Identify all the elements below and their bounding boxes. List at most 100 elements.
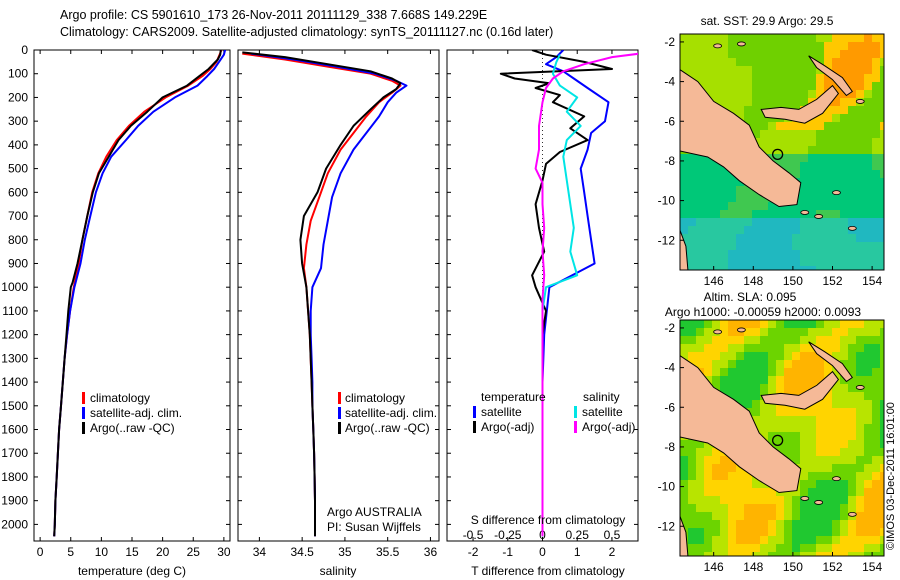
sla-map-field-cell — [720, 520, 728, 528]
sla-map-field-cell — [816, 520, 824, 528]
sla-map-island — [832, 476, 841, 482]
sla-map-field-cell — [768, 424, 776, 432]
sla-map-field-cell — [880, 384, 884, 392]
sla-map-field-cell — [848, 552, 856, 556]
sla-map-field-cell — [784, 336, 792, 344]
sst-map-field-cell — [776, 50, 784, 58]
sst-map-field-cell — [728, 66, 736, 74]
sst-map-field-cell — [744, 82, 752, 90]
sla-map-field-cell — [784, 536, 792, 544]
sst-map-field-cell — [824, 34, 832, 42]
sst-map-field-cell — [800, 242, 808, 250]
sla-map-field-cell — [848, 504, 856, 512]
sla-map-field-cell — [760, 368, 768, 376]
sla-map-field-cell — [720, 536, 728, 544]
sla-map-field-cell — [840, 432, 848, 440]
sla-map-field-cell — [784, 424, 792, 432]
sst-map-field-cell — [792, 90, 800, 98]
sst-map-field-cell — [752, 194, 760, 202]
sst-map-field-cell — [840, 106, 848, 114]
sst-map-field-cell — [704, 42, 712, 50]
salinity-note-institution: Argo AUSTRALIA — [327, 505, 422, 519]
sst-map-field-cell — [688, 266, 696, 270]
sla-map-field-cell — [760, 408, 768, 416]
sst-map-field-cell — [784, 162, 792, 170]
sst-map-field-cell — [752, 242, 760, 250]
sla-map-field-cell — [776, 344, 784, 352]
sst-map-field-cell — [736, 106, 744, 114]
sla-map-field-cell — [792, 384, 800, 392]
sla-map-landmass — [760, 370, 840, 410]
sst-map-field-cell — [792, 170, 800, 178]
depth-tick-label: 200 — [8, 90, 28, 104]
sst-map-field-cell — [688, 210, 696, 218]
sst-map-field-cell — [824, 74, 832, 82]
sla-map-field-cell — [784, 360, 792, 368]
sst-map-field-cell — [832, 210, 840, 218]
sst-map-field-cell — [800, 266, 808, 270]
sla-map-field-cell — [816, 400, 824, 408]
sst-map-field-cell — [752, 106, 760, 114]
sla-map-field-cell — [816, 408, 824, 416]
sla-map-field-cell — [824, 400, 832, 408]
sla-map-field-cell — [872, 368, 880, 376]
sla-map-field-cell — [760, 528, 768, 536]
sst-map-field-cell — [768, 154, 776, 162]
sla-map-field-cell — [880, 480, 884, 488]
sla-map-field-cell — [728, 344, 736, 352]
sla-map-field-cell — [784, 344, 792, 352]
sst-map-field-cell — [872, 66, 880, 74]
sla-map-field-cell — [856, 480, 864, 488]
sst-map-field-cell — [768, 66, 776, 74]
sst-map-field-cell — [848, 146, 856, 154]
sst-map-field-cell — [768, 202, 776, 210]
sst-map-field-cell — [760, 50, 768, 58]
sst-map-field-cell — [728, 106, 736, 114]
sla-map-field-cell — [816, 368, 824, 376]
sst-map-lon-tick-label: 152 — [822, 274, 842, 288]
sla-map-field-cell — [760, 544, 768, 552]
sla-map-field-cell — [880, 400, 884, 408]
depth-tick-label: 0 — [21, 43, 28, 57]
sla-map-field-cell — [800, 352, 808, 360]
sla-map-field-cell — [816, 480, 824, 488]
sst-map-island — [832, 190, 841, 196]
sla-map-field-cell — [832, 552, 840, 556]
sla-map-field-cell — [880, 520, 884, 528]
sst-map-lon-tick-label: 150 — [783, 274, 803, 288]
sla-map-field-cell — [816, 432, 824, 440]
sst-map-field-cell — [784, 146, 792, 154]
sla-map-field-cell — [824, 368, 832, 376]
sst-map-field-cell — [856, 66, 864, 74]
sla-map-field-cell — [760, 384, 768, 392]
sst-map-field-cell — [824, 170, 832, 178]
sst-map-field-cell — [688, 178, 696, 186]
sst-map-field-cell — [848, 186, 856, 194]
sst-map-field-cell — [744, 106, 752, 114]
sla-map-field-cell — [856, 432, 864, 440]
sst-map-island — [814, 214, 824, 219]
sst-map-field-cell — [696, 258, 704, 266]
sla-map-field-cell — [864, 328, 872, 336]
sst-map-field-cell — [872, 130, 880, 138]
sst-map-field-cell — [720, 50, 728, 58]
sla-map-field-cell — [720, 528, 728, 536]
sla-map-field-cell — [840, 456, 848, 464]
sla-map-field-cell — [800, 368, 808, 376]
sla-map-field-cell — [680, 496, 688, 504]
sst-map-field-cell — [840, 258, 848, 266]
sst-map-field-cell — [840, 170, 848, 178]
sla-map-field-cell — [824, 328, 832, 336]
sla-map-field-cell — [808, 520, 816, 528]
sla-map-field-cell — [864, 448, 872, 456]
sla-map-field-cell — [856, 352, 864, 360]
sla-map-field-cell — [712, 520, 720, 528]
sla-map-field-cell — [728, 504, 736, 512]
sst-map-field-cell — [816, 178, 824, 186]
sla-map-field-cell — [704, 512, 712, 520]
sla-map-float-marker — [771, 434, 784, 446]
sst-map-field-cell — [688, 42, 696, 50]
sla-map-field-cell — [840, 344, 848, 352]
temperature-legend: climatology satellite-adj. clim. Argo(..… — [82, 391, 182, 435]
depth-tick-label: 600 — [8, 185, 28, 199]
